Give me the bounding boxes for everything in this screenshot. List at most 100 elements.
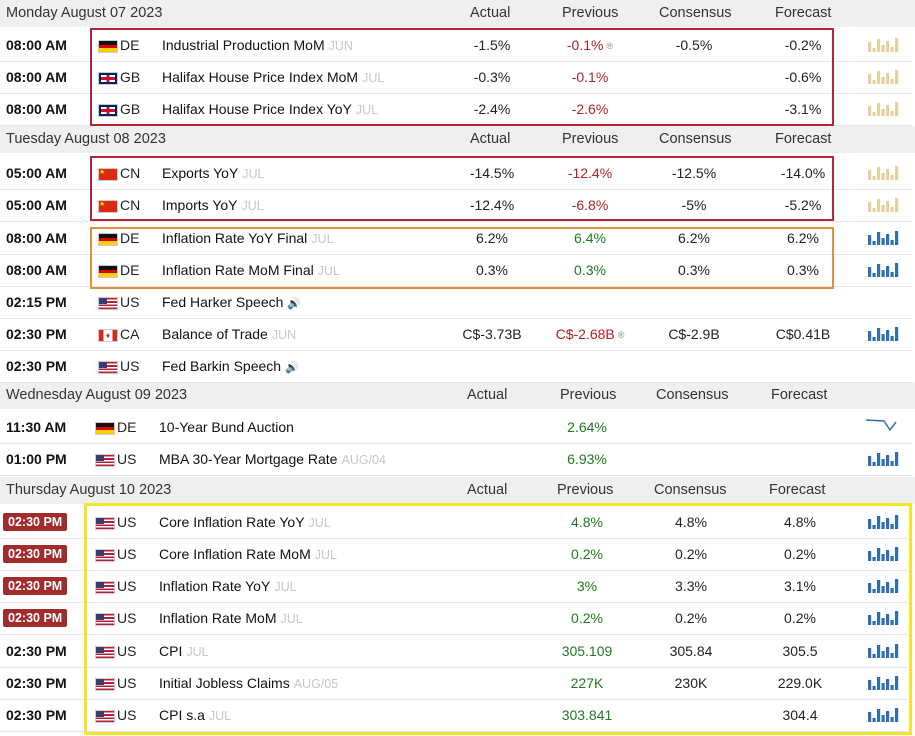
actual-value: -0.3% (473, 69, 511, 85)
event-title[interactable]: MBA 30-Year Mortgage Rate (159, 451, 338, 467)
event-row[interactable]: 02:30 PM US CPI JUL 305.109 305.84 305.5 (0, 635, 915, 668)
event-row[interactable]: 08:00 AM DE Industrial Production MoM JUN -1… (0, 29, 915, 62)
country-code: US (117, 707, 137, 723)
event-name[interactable]: Exports YoY JUL (162, 165, 265, 181)
event-title[interactable]: Inflation Rate MoM (159, 610, 277, 626)
event-row[interactable]: 02:30 PM US CPI s.a JUL 303.841 304.4 (0, 699, 915, 732)
event-title[interactable]: CPI s.a (159, 707, 205, 723)
event-title[interactable]: Imports YoY (162, 197, 238, 213)
day-title: Wednesday August 09 2023 (6, 387, 188, 403)
event-row[interactable]: 08:00 AM GB Halifax House Price Index MoM J… (0, 61, 915, 94)
flag-ca-icon: ♦ (98, 329, 118, 342)
event-period: JUL (186, 645, 209, 659)
event-row[interactable]: 02:30 PM US Core Inflation Rate MoM JUL 0.2%… (0, 538, 915, 571)
value-forecast: -0.2% (753, 37, 853, 53)
event-title[interactable]: Core Inflation Rate MoM (159, 546, 311, 562)
event-row[interactable]: 05:00 AM ★ CN Exports YoY JUL -14.5% -12.4% -12… (0, 157, 915, 190)
day-title: Tuesday August 08 2023 (6, 131, 166, 147)
day-header: Tuesday August 08 2023 Actual Previous Cons… (0, 126, 915, 153)
event-name[interactable]: CPI s.a JUL (159, 707, 231, 723)
event-row[interactable]: 02:30 PM US Inflation Rate YoY JUL 3% 3.3% 3.1… (0, 570, 915, 603)
event-row[interactable]: 08:00 AM DE Inflation Rate MoM Final JUL 0.3… (0, 254, 915, 287)
country-code: US (117, 546, 137, 562)
event-name[interactable]: Inflation Rate MoM JUL (159, 610, 303, 626)
event-row[interactable]: 02:30 PM US Initial Jobless Claims AUG/05 22… (0, 667, 915, 700)
event-row[interactable]: 02:30 PM US Core Inflation Rate YoY JUL 4.8%… (0, 506, 915, 539)
event-name[interactable]: Industrial Production MoM JUN (162, 37, 353, 53)
event-title[interactable]: 10-Year Bund Auction (159, 419, 294, 435)
value-actual: -14.5% (442, 165, 542, 181)
event-title[interactable]: Core Inflation Rate YoY (159, 514, 305, 530)
value-previous: -2.6% (540, 101, 640, 117)
event-row[interactable]: 11:30 AM DE 10-Year Bund Auction 2.64% (0, 411, 915, 444)
event-name[interactable]: Balance of Trade JUN (162, 326, 296, 342)
event-title[interactable]: Inflation Rate YoY Final (162, 230, 308, 246)
country-code: US (120, 358, 140, 374)
value-previous: -6.8% (540, 197, 640, 213)
event-name[interactable]: Inflation Rate MoM Final JUL (162, 262, 340, 278)
value-previous: 0.3% (540, 262, 640, 278)
event-name[interactable]: Inflation Rate YoY Final JUL (162, 230, 334, 246)
event-title[interactable]: Fed Harker Speech (162, 294, 284, 310)
event-row[interactable]: 02:15 PM US Fed Harker Speech 🔊 (0, 286, 915, 319)
speaker-icon: 🔊 (287, 298, 302, 310)
event-title[interactable]: Inflation Rate YoY (159, 578, 271, 594)
event-row[interactable]: 02:30 PM US Fed Barkin Speech 🔊 (0, 350, 915, 383)
event-name[interactable]: Initial Jobless Claims AUG/05 (159, 675, 338, 691)
event-row[interactable]: 02:30 PM US Inflation Rate MoM JUL 0.2% 0.2% 0… (0, 602, 915, 635)
previous-value: 6.93% (567, 451, 607, 467)
value-previous: 6.4% (540, 230, 640, 246)
event-period: JUL (241, 199, 264, 213)
event-row[interactable]: 02:30 PM ♦ CA Balance of Trade JUN C$-3.73B C$… (0, 318, 915, 351)
actual-value: 6.2% (476, 230, 508, 246)
event-name[interactable]: Halifax House Price Index YoY JUL (162, 101, 378, 117)
event-name[interactable]: 10-Year Bund Auction (159, 419, 294, 435)
consensus-value: C$-2.9B (668, 326, 720, 342)
value-previous: 227K (537, 675, 637, 691)
event-name[interactable]: Inflation Rate YoY JUL (159, 578, 297, 594)
actual-value: -2.4% (473, 101, 511, 117)
event-name[interactable]: Fed Harker Speech 🔊 (162, 294, 301, 310)
value-previous: 303.841 (537, 707, 637, 723)
event-title[interactable]: Exports YoY (162, 165, 239, 181)
event-name[interactable]: Fed Barkin Speech 🔊 (162, 358, 299, 374)
row-divider (0, 699, 912, 700)
country-code: GB (120, 101, 141, 117)
previous-value: 0.2% (571, 610, 603, 626)
actual-value: -12.4% (469, 197, 515, 213)
event-title[interactable]: CPI (159, 643, 183, 659)
event-title[interactable]: Balance of Trade (162, 326, 268, 342)
revised-icon: ® (606, 41, 614, 51)
consensus-value: -12.5% (671, 165, 717, 181)
previous-value: -0.1% (571, 69, 609, 85)
event-name[interactable]: Halifax House Price Index MoM JUL (162, 69, 384, 85)
event-name[interactable]: CPI JUL (159, 643, 209, 659)
value-actual: -12.4% (442, 197, 542, 213)
value-previous: 0.2% (537, 546, 637, 562)
event-time: 01:00 PM (6, 451, 67, 467)
consensus-value: 305.84 (669, 643, 713, 659)
value-actual: -0.3% (442, 69, 542, 85)
event-title[interactable]: Inflation Rate MoM Final (162, 262, 314, 278)
event-title[interactable]: Industrial Production MoM (162, 37, 325, 53)
event-time: 08:00 AM (6, 230, 67, 246)
country-code: US (117, 643, 137, 659)
event-name[interactable]: Imports YoY JUL (162, 197, 264, 213)
value-consensus: 3.3% (641, 578, 741, 594)
day-header: Monday August 07 2023 Actual Previous Conse… (0, 0, 915, 27)
event-title[interactable]: Halifax House Price Index YoY (162, 101, 352, 117)
event-name[interactable]: Core Inflation Rate YoY JUL (159, 514, 331, 530)
column-header-previous: Previous (560, 387, 617, 403)
country-code: GB (120, 69, 141, 85)
value-previous: 305.109 (537, 643, 637, 659)
event-title[interactable]: Fed Barkin Speech (162, 358, 282, 374)
flag-us-icon (95, 581, 115, 594)
event-name[interactable]: Core Inflation Rate MoM JUL (159, 546, 337, 562)
event-title[interactable]: Halifax House Price Index MoM (162, 69, 359, 85)
event-title[interactable]: Initial Jobless Claims (159, 675, 290, 691)
event-row[interactable]: 01:00 PM US MBA 30-Year Mortgage Rate AUG/0… (0, 443, 915, 476)
event-row[interactable]: 08:00 AM DE Inflation Rate YoY Final JUL 6.2… (0, 222, 915, 255)
event-row[interactable]: 08:00 AM GB Halifax House Price Index YoY J… (0, 93, 915, 126)
event-name[interactable]: MBA 30-Year Mortgage Rate AUG/04 (159, 451, 386, 467)
event-row[interactable]: 05:00 AM ★ CN Imports YoY JUL -12.4% -6.8% -5% -… (0, 189, 915, 222)
